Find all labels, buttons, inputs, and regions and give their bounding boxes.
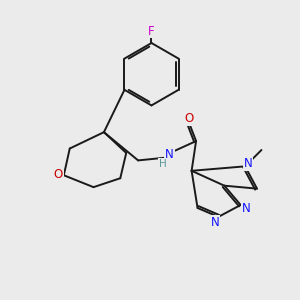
Text: O: O [184,112,193,125]
Text: N: N [210,216,219,229]
Text: N: N [242,202,250,215]
Text: N: N [244,157,253,170]
Text: O: O [54,168,63,181]
Text: N: N [165,148,174,161]
Text: H: H [159,159,167,169]
Text: F: F [148,25,155,38]
